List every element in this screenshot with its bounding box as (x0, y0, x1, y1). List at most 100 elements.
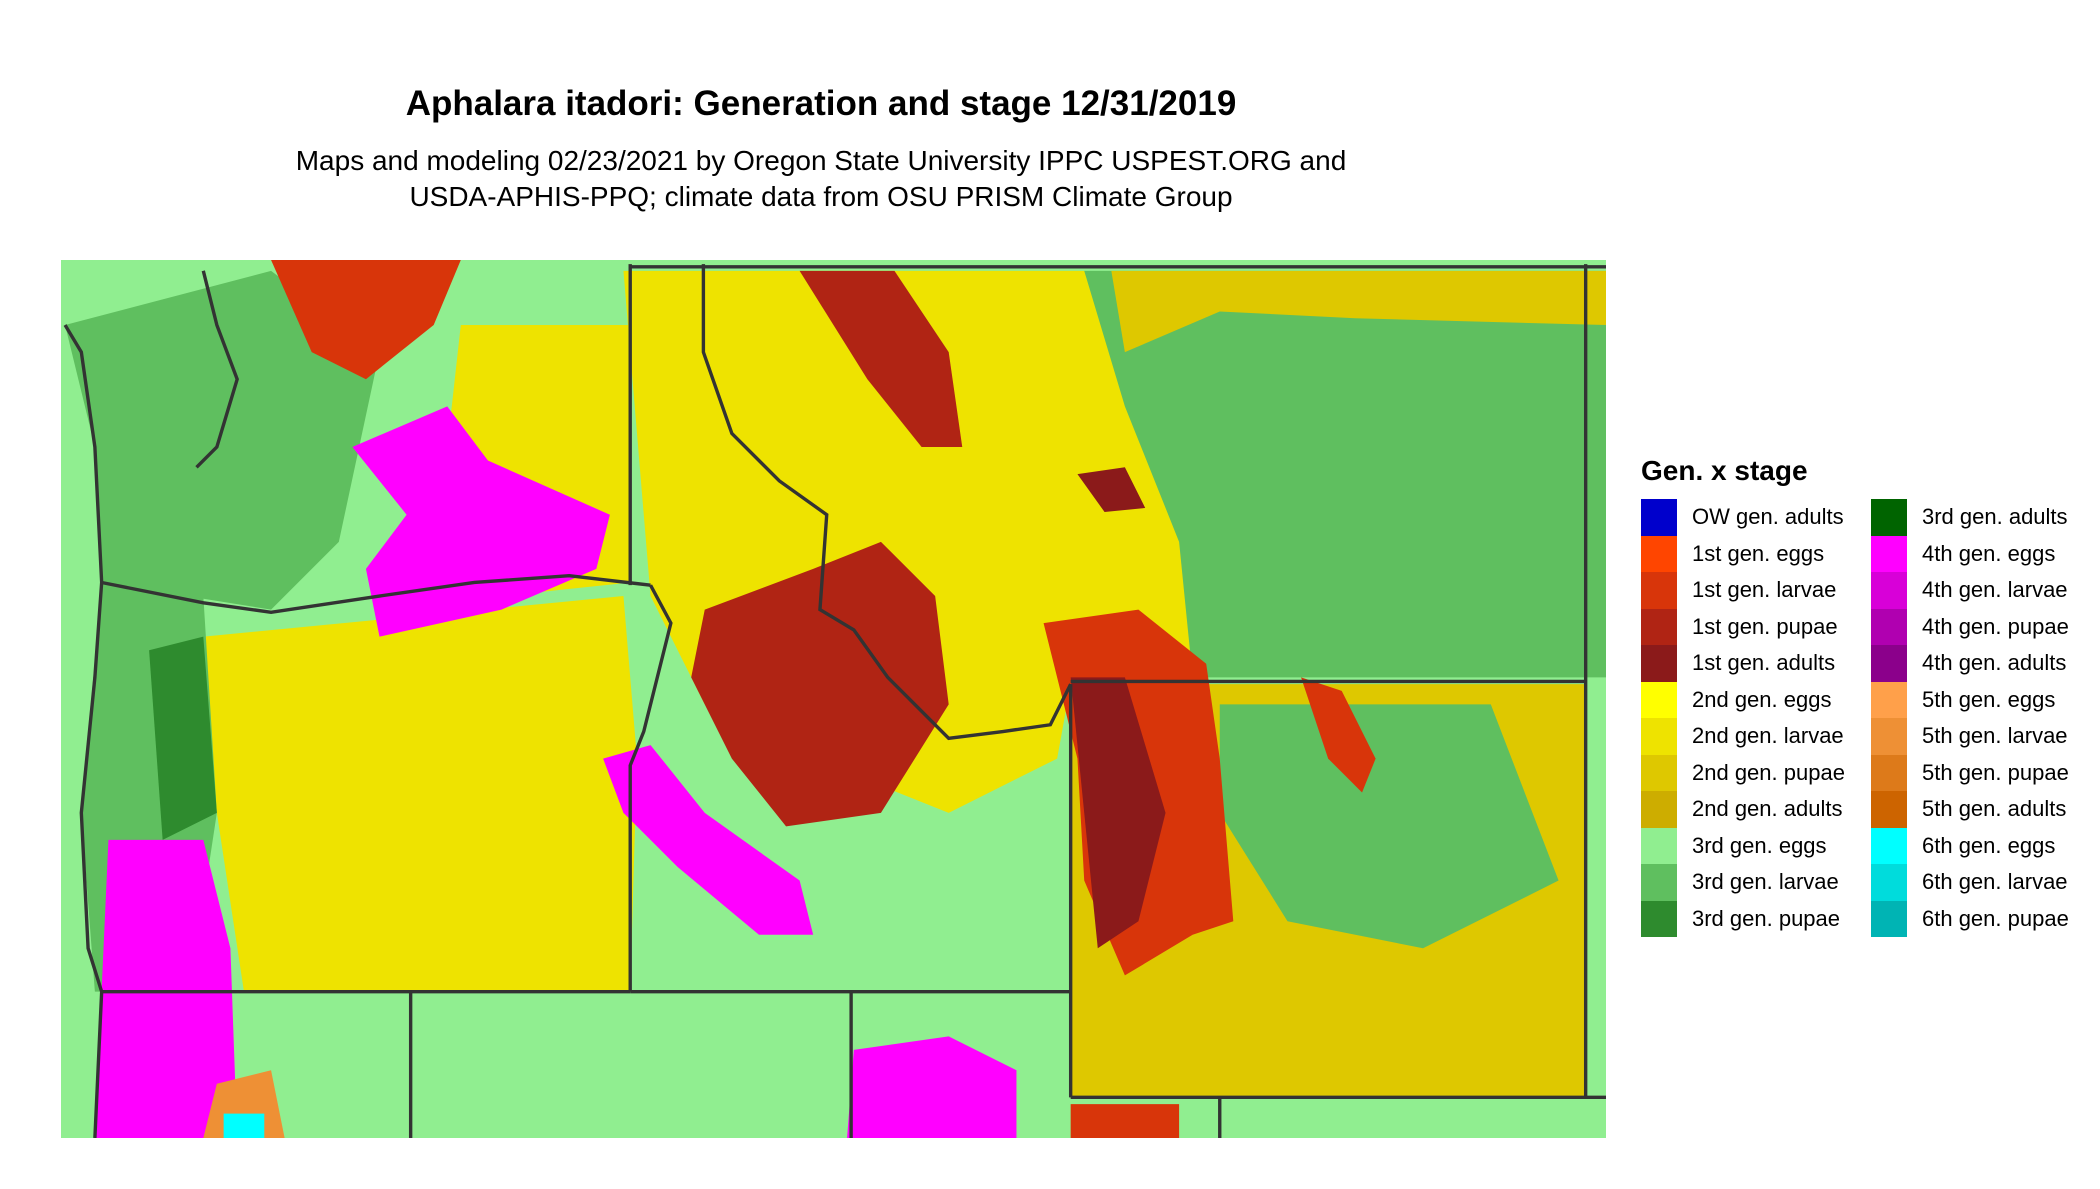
legend-item: 5th gen. eggs (1871, 681, 2069, 718)
legend-label: 2nd gen. pupae (1692, 759, 1845, 785)
legend-swatch (1641, 535, 1677, 572)
region-wyoming-green (1219, 704, 1559, 949)
legend-swatch (1871, 791, 1907, 828)
legend-label: 4th gen. eggs (1922, 540, 2056, 566)
legend-swatch (1641, 900, 1677, 937)
legend-label: 4th gen. pupae (1922, 613, 2069, 639)
legend-item: 6th gen. eggs (1871, 827, 2069, 864)
legend-label: 4th gen. adults (1922, 650, 2067, 676)
legend-label: 6th gen. larvae (1922, 869, 2068, 895)
legend-label: 5th gen. larvae (1922, 723, 2068, 749)
legend-swatch (1641, 572, 1677, 609)
legend-label: 5th gen. eggs (1922, 686, 2056, 712)
region-utah (1070, 1104, 1180, 1138)
legend-label: 2nd gen. eggs (1692, 686, 1832, 712)
legend-title: Gen. x stage (1641, 455, 1808, 486)
legend-swatch (1871, 608, 1907, 645)
legend-item: 1st gen. larvae (1641, 572, 1845, 609)
id-mt-border (701, 264, 1073, 741)
region-cyan (223, 1113, 265, 1138)
legend-item: 4th gen. pupae (1871, 608, 2069, 645)
legend-label: 2nd gen. adults (1692, 796, 1843, 822)
legend-swatch (1871, 754, 1907, 791)
legend-label: 5th gen. adults (1922, 796, 2067, 822)
legend-swatch (1641, 645, 1677, 682)
legend-label: 1st gen. eggs (1692, 540, 1825, 566)
legend-label: 6th gen. pupae (1922, 905, 2069, 931)
state-boundaries (63, 264, 1606, 1138)
legend-item: 3rd gen. adults (1871, 499, 2069, 536)
legend-label: 3rd gen. adults (1922, 504, 2068, 530)
legend-swatch (1641, 499, 1677, 536)
legend-item: 2nd gen. larvae (1641, 718, 1845, 755)
region-crazy-mtns (1077, 467, 1146, 513)
wa-or-border (101, 573, 651, 614)
legend-label: 1st gen. larvae (1692, 577, 1837, 603)
region-bighorn (1301, 677, 1376, 793)
legend-item: 3rd gen. larvae (1641, 864, 1845, 901)
region-montana-yellow (1111, 270, 1606, 353)
legend-item: 4th gen. eggs (1871, 535, 2069, 572)
legend-swatch (1641, 754, 1677, 791)
or-id-border (628, 584, 673, 992)
region-snake-river-plain (603, 745, 814, 935)
map-subtitle-line2: USDA-APHIS-PPQ; climate data from OSU PR… (409, 181, 1233, 212)
legend-label: 1st gen. pupae (1692, 613, 1838, 639)
legend-item: 4th gen. adults (1871, 645, 2069, 682)
region-north-cascades (271, 260, 461, 380)
legend-item: 1st gen. eggs (1641, 535, 1845, 572)
legend-swatch (1641, 864, 1677, 901)
legend-item: 5th gen. adults (1871, 791, 2069, 828)
legend-swatch (1871, 499, 1907, 536)
legend-item: 5th gen. larvae (1871, 718, 2069, 755)
region-washington-west (65, 270, 380, 610)
region-montana-plains (1057, 270, 1606, 678)
legend-swatch (1641, 681, 1677, 718)
legend-label: 3rd gen. eggs (1692, 832, 1827, 858)
region-nevada (847, 1036, 1017, 1138)
legend-label: 5th gen. pupae (1922, 759, 2069, 785)
legend-swatch (1641, 718, 1677, 755)
legend-swatch (1871, 827, 1907, 864)
legend-item: 4th gen. larvae (1871, 572, 2069, 609)
legend-swatch (1871, 864, 1907, 901)
legend-item: 1st gen. adults (1641, 645, 1845, 682)
region-oregon (203, 596, 637, 992)
legend-swatch (1871, 535, 1907, 572)
generation-stage-map (61, 260, 1606, 1138)
legend-swatch (1871, 718, 1907, 755)
map-title: Aphalara itadori: Generation and stage 1… (405, 84, 1237, 123)
legend-swatch (1871, 900, 1907, 937)
legend-swatch (1871, 572, 1907, 609)
region-western-montana-mountains (799, 270, 963, 447)
legend-swatch (1871, 681, 1907, 718)
legend-item: 2nd gen. adults (1641, 791, 1845, 828)
legend-item: 5th gen. pupae (1871, 754, 2069, 791)
region-willamette (149, 636, 217, 840)
puget-sound (195, 270, 239, 469)
legend-swatch (1641, 791, 1677, 828)
legend-label: 3rd gen. larvae (1692, 869, 1839, 895)
region-southwest-oregon (94, 839, 238, 1138)
map-subtitle-line1: Maps and modeling 02/23/2021 by Oregon S… (295, 145, 1347, 176)
legend-label: OW gen. adults (1692, 504, 1844, 530)
legend-item: 3rd gen. pupae (1641, 900, 1845, 937)
legend-label: 1st gen. adults (1692, 650, 1836, 676)
legend-label: 4th gen. larvae (1922, 577, 2068, 603)
legend-item: 6th gen. pupae (1871, 900, 2069, 937)
legend-item: 2nd gen. eggs (1641, 681, 1845, 718)
legend-item: OW gen. adults (1641, 499, 1845, 536)
legend-column-2: 3rd gen. adults 4th gen. eggs 4th gen. lar… (1871, 499, 2069, 937)
legend-item: 2nd gen. pupae (1641, 754, 1845, 791)
legend-item: 3rd gen. eggs (1641, 827, 1845, 864)
legend-item: 1st gen. pupae (1641, 608, 1845, 645)
legend-item: 6th gen. larvae (1871, 864, 2069, 901)
legend-label: 3rd gen. pupae (1692, 905, 1841, 931)
region-central-idaho-mountains (691, 541, 949, 827)
legend-column-1: OW gen. adults 1st gen. eggs 1st gen. larv… (1641, 499, 1845, 937)
legend-label: 6th gen. eggs (1922, 832, 2056, 858)
region-wind-river (1070, 677, 1166, 949)
legend-swatch (1871, 645, 1907, 682)
legend-swatch (1641, 827, 1677, 864)
legend-swatch (1641, 608, 1677, 645)
